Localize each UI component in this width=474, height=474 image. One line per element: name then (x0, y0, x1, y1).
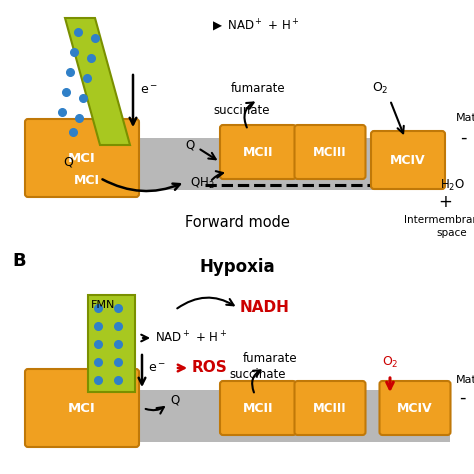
Text: O$_2$: O$_2$ (382, 355, 398, 370)
Text: -: - (459, 389, 465, 407)
Text: MCIV: MCIV (397, 401, 433, 414)
FancyBboxPatch shape (294, 381, 365, 435)
Text: MCII: MCII (243, 401, 273, 414)
FancyBboxPatch shape (25, 119, 139, 197)
Text: Matrix: Matrix (456, 113, 474, 123)
Text: NAD$^+$ + H$^+$: NAD$^+$ + H$^+$ (155, 330, 228, 346)
FancyBboxPatch shape (220, 381, 296, 435)
Text: H$_2$O: H$_2$O (440, 177, 465, 192)
Text: MCI: MCI (68, 152, 96, 164)
Text: e$^-$: e$^-$ (140, 83, 158, 97)
Text: Matrix: Matrix (456, 375, 474, 385)
Text: e$^-$: e$^-$ (148, 362, 166, 374)
Text: $\blacktriangleright$ NAD$^+$ + H$^+$: $\blacktriangleright$ NAD$^+$ + H$^+$ (210, 18, 300, 34)
FancyBboxPatch shape (220, 125, 296, 179)
Text: FMN: FMN (91, 300, 115, 310)
Polygon shape (65, 18, 130, 145)
Text: MCIII: MCIII (313, 146, 347, 158)
Text: -: - (460, 129, 466, 147)
Text: MCII: MCII (243, 146, 273, 158)
Text: Q: Q (185, 138, 195, 152)
Text: space: space (437, 228, 467, 238)
FancyBboxPatch shape (380, 381, 450, 435)
Text: Hypoxia: Hypoxia (199, 258, 275, 276)
Text: succinate: succinate (230, 368, 286, 382)
Text: O$_2$: O$_2$ (372, 81, 388, 96)
Text: NADH: NADH (240, 301, 290, 316)
Text: +: + (438, 193, 452, 211)
Polygon shape (88, 295, 135, 392)
Text: QH$_2$: QH$_2$ (190, 175, 215, 191)
Text: MCIII: MCIII (313, 401, 347, 414)
Text: succinate: succinate (214, 103, 270, 117)
FancyBboxPatch shape (294, 125, 365, 179)
Text: B: B (12, 252, 26, 270)
FancyBboxPatch shape (25, 369, 139, 447)
Text: Forward mode: Forward mode (184, 215, 290, 229)
Text: ROS: ROS (192, 361, 228, 375)
FancyBboxPatch shape (30, 390, 450, 442)
Text: MCIV: MCIV (390, 154, 426, 166)
FancyBboxPatch shape (30, 138, 425, 190)
Text: MCI: MCI (68, 401, 96, 414)
Text: fumarate: fumarate (243, 352, 297, 365)
Text: MCI: MCI (74, 173, 100, 186)
Text: Q: Q (170, 393, 180, 407)
Text: Q: Q (63, 155, 73, 168)
FancyBboxPatch shape (371, 131, 445, 189)
Text: Intermembrane: Intermembrane (404, 215, 474, 225)
Text: fumarate: fumarate (231, 82, 285, 94)
